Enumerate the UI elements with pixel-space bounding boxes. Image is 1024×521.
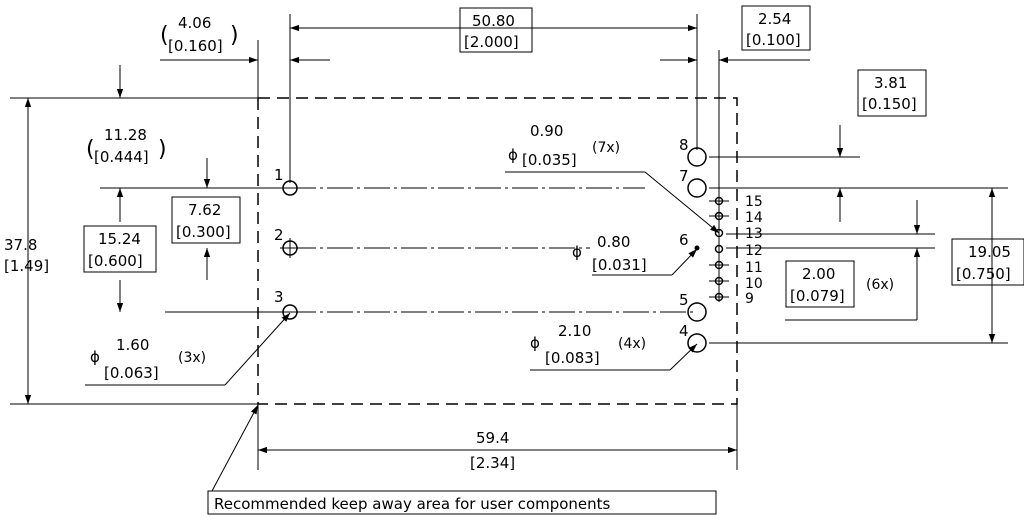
svg-text:[0.300]: [0.300]: [176, 223, 231, 241]
pin-label: 13: [745, 226, 763, 242]
svg-text:[0.035]: [0.035]: [522, 151, 577, 169]
keep-away-outline: [257, 97, 738, 405]
svg-text:0.80: 0.80: [597, 233, 630, 251]
hole-3: [282, 304, 298, 320]
svg-text:[0.063]: [0.063]: [104, 364, 159, 382]
extension-lines: [10, 14, 1008, 470]
keep-away-note: Recommended keep away area for user comp…: [207, 490, 717, 515]
pin-label: 12: [745, 243, 763, 259]
pin-labels: 1 2 3 4 5 6 7 8 9 10 11 12 13 14 15: [274, 136, 763, 340]
pin-label: 10: [745, 276, 763, 292]
leader-lines: [85, 171, 720, 492]
callout-dia-0-80: ϕ 0.80 [0.031]: [572, 233, 647, 274]
pin-label: 9: [745, 291, 754, 307]
svg-text:(6x): (6x): [866, 277, 894, 293]
svg-text:): ): [158, 137, 167, 162]
dim-7-62: 7.62 [0.300]: [171, 196, 241, 244]
svg-text:ϕ: ϕ: [508, 146, 518, 164]
svg-text:3.81: 3.81: [874, 74, 907, 92]
svg-text:37.8: 37.8: [4, 236, 37, 254]
dim-2-54: 2.54 [0.100]: [741, 5, 811, 51]
pin-label: 14: [745, 210, 763, 226]
svg-text:[0.100]: [0.100]: [746, 31, 801, 49]
pin-label: 7: [679, 167, 689, 185]
hole-4: [687, 333, 707, 353]
pin-label: 8: [679, 136, 689, 154]
svg-text:[1.49]: [1.49]: [4, 257, 49, 275]
svg-text:4.06: 4.06: [178, 14, 211, 32]
pin-label: 5: [679, 291, 689, 309]
pin-label: 2: [274, 226, 284, 244]
svg-text:11.28: 11.28: [104, 126, 147, 144]
svg-text:59.4: 59.4: [476, 429, 509, 447]
pin-label: 6: [679, 231, 689, 249]
svg-text:19.05: 19.05: [968, 243, 1011, 261]
pin-label: 3: [274, 288, 284, 306]
dimension-lines: [24, 24, 996, 454]
svg-text:(4x): (4x): [618, 336, 646, 352]
dim-4-06: ( 4.06 [0.160] ): [160, 14, 239, 55]
dim-59-4: 59.4 [2.34]: [470, 429, 515, 472]
callout-dia-2-10: ϕ 2.10 [0.083] (4x): [530, 322, 646, 367]
svg-text:15.24: 15.24: [98, 230, 141, 248]
pin-label: 4: [679, 322, 689, 340]
pin-label: 11: [745, 260, 763, 276]
pin-label: 1: [274, 166, 284, 184]
dim-11-28: ( 11.28 [0.444] ): [86, 126, 167, 166]
svg-text:[2.000]: [2.000]: [464, 33, 519, 51]
svg-text:ϕ: ϕ: [572, 243, 582, 261]
svg-text:[2.34]: [2.34]: [470, 454, 515, 472]
svg-text:7.62: 7.62: [188, 201, 221, 219]
hole-7: [687, 178, 707, 198]
dim-15-24: 15.24 [0.600]: [83, 225, 157, 273]
svg-text:Recommended keep away area for: Recommended keep away area for user comp…: [214, 495, 611, 513]
dim-50-80: 50.80 [2.000]: [459, 7, 533, 53]
svg-text:50.80: 50.80: [472, 12, 515, 30]
svg-text:[0.600]: [0.600]: [88, 252, 143, 270]
svg-text:(: (: [160, 23, 169, 48]
svg-text:[0.079]: [0.079]: [790, 287, 845, 305]
svg-text:[0.444]: [0.444]: [94, 148, 149, 166]
hole-1: [282, 180, 298, 196]
svg-text:(7x): (7x): [592, 140, 620, 156]
hole-8: [687, 147, 707, 167]
svg-text:(: (: [86, 137, 95, 162]
svg-text:[0.031]: [0.031]: [592, 256, 647, 274]
dim-37-8: 37.8 [1.49]: [4, 236, 49, 275]
svg-text:ϕ: ϕ: [90, 348, 100, 366]
svg-text:): ): [230, 23, 239, 48]
dim-3-81: 3.81 [0.150]: [857, 69, 927, 117]
callout-dia-1-60: ϕ 1.60 [0.063] (3x): [90, 336, 206, 382]
svg-text:1.60: 1.60: [116, 336, 149, 354]
pin-label: 15: [745, 194, 763, 210]
svg-text:ϕ: ϕ: [530, 334, 540, 352]
hole-6: [694, 245, 700, 251]
svg-text:[0.750]: [0.750]: [956, 265, 1011, 283]
svg-text:(3x): (3x): [178, 350, 206, 366]
hole-5: [687, 302, 707, 322]
svg-text:[0.083]: [0.083]: [545, 349, 600, 367]
dim-19-05: 19.05 [0.750]: [951, 238, 1024, 286]
dim-2-00: 2.00 [0.079] (6x): [785, 260, 894, 308]
center-lines: [290, 187, 697, 313]
svg-text:[0.160]: [0.160]: [168, 37, 223, 55]
svg-text:2.10: 2.10: [558, 322, 591, 340]
svg-text:[0.150]: [0.150]: [862, 95, 917, 113]
svg-text:0.90: 0.90: [530, 122, 563, 140]
callout-dia-0-90: ϕ 0.90 [0.035] (7x): [508, 122, 620, 169]
svg-text:2.54: 2.54: [758, 10, 791, 28]
svg-text:2.00: 2.00: [802, 265, 835, 283]
holes: [280, 147, 729, 353]
